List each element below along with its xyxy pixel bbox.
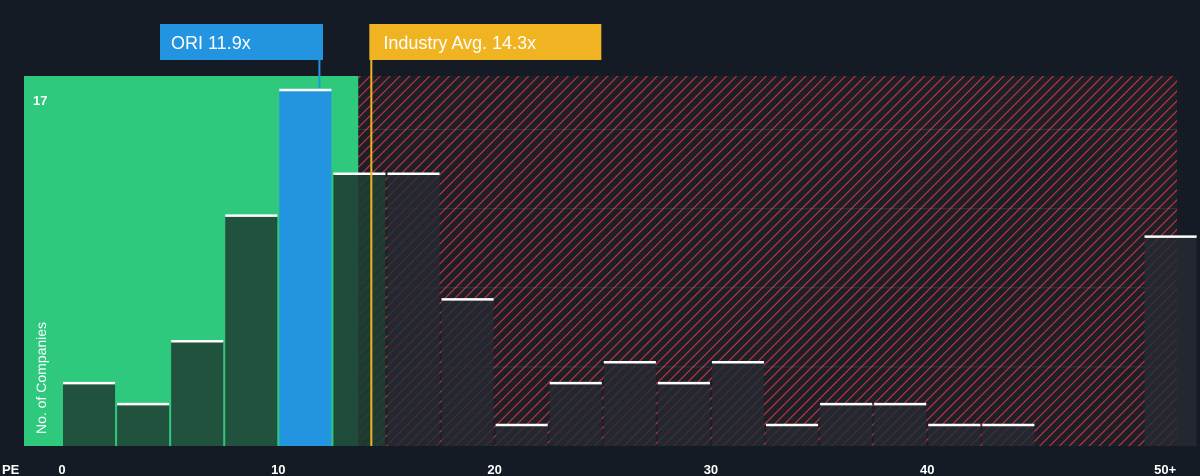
histogram-bar [820, 404, 873, 446]
industry-avg-label: Industry Avg. 14.3x [383, 33, 536, 53]
histogram-bar [225, 215, 278, 446]
x-axis-label: PE [2, 462, 20, 476]
y-axis-label: No. of Companies [33, 322, 49, 434]
histogram-bar [1144, 236, 1197, 446]
histogram-bar [874, 404, 927, 446]
histogram-bar [117, 404, 170, 446]
histogram-bar [982, 425, 1035, 446]
overvalued-zone [358, 76, 1177, 446]
x-tick-label: 0 [58, 462, 65, 476]
x-tick-label: 20 [487, 462, 501, 476]
histogram-bar [549, 383, 602, 446]
industry-avg-callout [369, 24, 602, 60]
x-tick-label: 50+ [1154, 462, 1176, 476]
y-max-label: 17 [33, 93, 47, 108]
histogram-bar [333, 173, 386, 446]
x-tick-label: 40 [920, 462, 934, 476]
histogram-bar [603, 362, 656, 446]
histogram-bar [711, 362, 765, 446]
histogram-bar [928, 425, 981, 446]
company-label: ORI 11.9x [171, 33, 251, 53]
histogram-bar [657, 383, 710, 446]
histogram-bar [171, 341, 224, 446]
x-tick-label: 10 [271, 462, 285, 476]
x-tick-label: 30 [704, 462, 718, 476]
histogram-bar [279, 90, 332, 446]
histogram-bar [63, 383, 116, 446]
histogram-bar [441, 299, 494, 446]
histogram-bar [495, 425, 548, 446]
company-callout [160, 24, 323, 60]
histogram-bar [766, 425, 819, 446]
histogram-bar [387, 173, 440, 446]
